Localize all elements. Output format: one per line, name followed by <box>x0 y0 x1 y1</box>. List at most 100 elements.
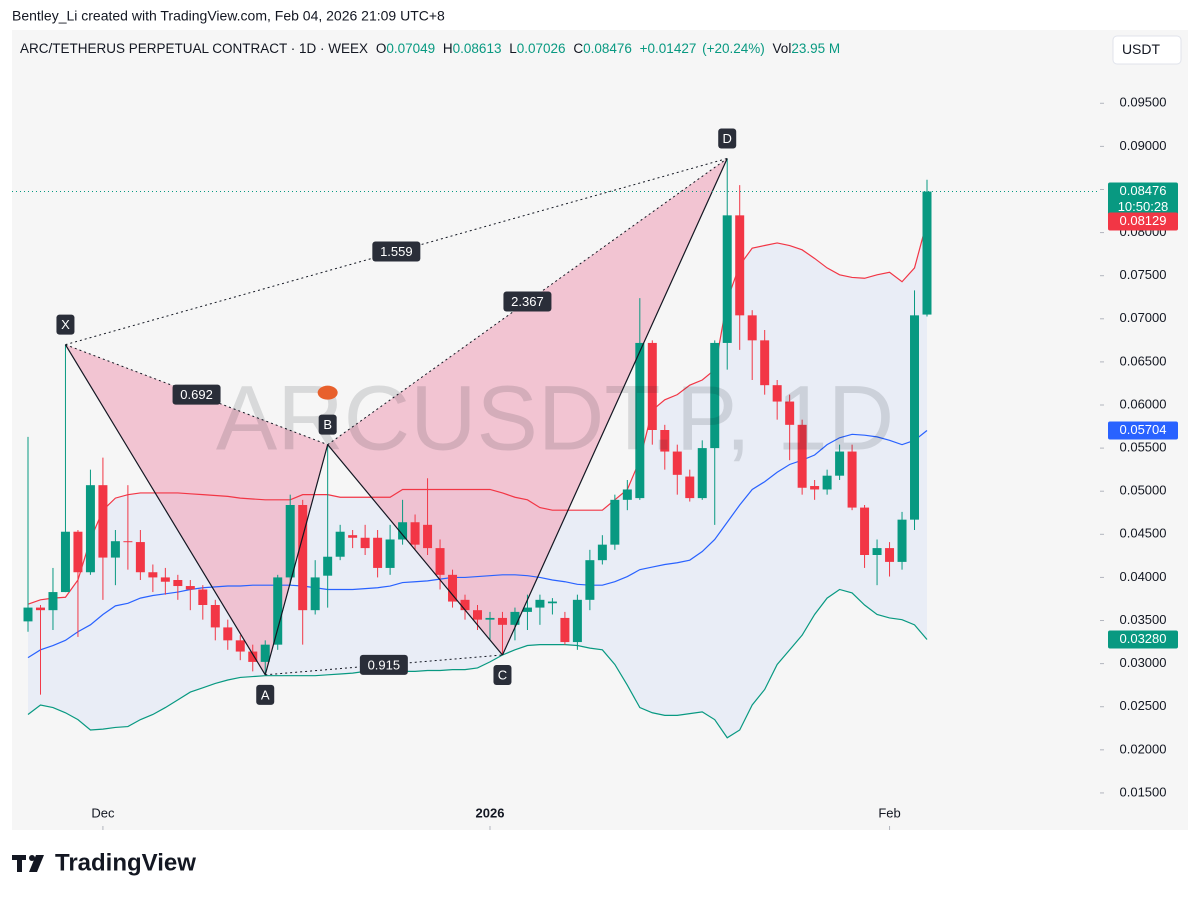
pattern-leg <box>64 344 266 676</box>
symbol-title: ARC/TETHERUS PERPETUAL CONTRACT · 1D · W… <box>20 41 368 56</box>
candle-body <box>785 401 795 425</box>
band-value-box <box>1108 630 1178 649</box>
y-tick-label: 0.04000 <box>1120 569 1167 584</box>
volume-value: 23.95 M <box>791 41 840 56</box>
y-tick-label: 0.02000 <box>1120 741 1167 756</box>
band-line <box>27 588 928 739</box>
currency-button[interactable] <box>1112 35 1182 65</box>
point-box <box>718 128 737 149</box>
pattern-icon <box>317 385 338 400</box>
y-tick-label: 0.09500 <box>1120 95 1167 110</box>
y-tick-label: 0.05500 <box>1120 440 1167 455</box>
watermark: ARCUSDT.P, 1D <box>216 367 894 469</box>
x-tick-label: Feb <box>878 805 900 820</box>
logo-part <box>17 855 22 872</box>
low-value: 0.07026 <box>517 41 566 56</box>
y-tick-label: 0.05000 <box>1120 483 1167 498</box>
open-value: 0.07049 <box>386 41 435 56</box>
candle-body <box>872 548 882 555</box>
ratio-label: 1.559 <box>380 244 413 259</box>
band-value-box <box>1108 421 1178 440</box>
high-label: H <box>443 41 453 56</box>
candle-body <box>585 560 595 600</box>
change-value: +0.01427 <box>640 41 697 56</box>
candle-body <box>797 424 807 488</box>
currency-label[interactable]: USDT <box>1122 41 1161 57</box>
ratio-label: 2.367 <box>511 294 544 309</box>
candle-body <box>822 475 832 490</box>
candle-body <box>310 577 320 611</box>
candle-body <box>110 541 120 558</box>
candle-body <box>373 537 383 568</box>
candle-body <box>847 451 857 508</box>
candle-body <box>560 617 570 643</box>
point-box <box>493 665 512 685</box>
candle-body <box>572 599 582 643</box>
candle-body <box>722 215 732 343</box>
band-value-box <box>1108 212 1178 231</box>
candle-body <box>497 617 507 625</box>
band-value-label: 0.05704 <box>1120 422 1167 437</box>
candle-body <box>48 592 58 611</box>
candle-body <box>910 315 920 520</box>
symbol-header: ARC/TETHERUS PERPETUAL CONTRACT · 1D · W… <box>20 41 840 56</box>
candle-body <box>535 599 545 608</box>
candle-body <box>747 315 757 341</box>
pattern-leg <box>327 444 503 656</box>
candle-body <box>323 556 333 576</box>
candle-body <box>672 451 682 475</box>
candle-body <box>210 605 220 628</box>
candle-body <box>610 499 620 545</box>
candle-body <box>148 572 158 578</box>
candle-body <box>298 505 308 611</box>
candle-body <box>60 531 70 593</box>
candle-body <box>860 507 870 555</box>
pattern-leg <box>264 444 329 675</box>
candle-body <box>98 485 108 558</box>
candle-body <box>735 215 745 316</box>
candle-body <box>635 342 645 499</box>
x-tick-label: Dec <box>91 805 115 820</box>
candle-body <box>423 524 433 549</box>
candle-body <box>248 651 258 662</box>
point-label: A <box>261 687 270 702</box>
candle-body <box>547 601 557 604</box>
candle-body <box>398 522 408 540</box>
candle-body <box>73 531 83 573</box>
point-box <box>256 684 275 705</box>
candle-body <box>23 607 33 622</box>
candle-body <box>35 607 45 611</box>
candle-body <box>622 489 632 500</box>
ratio-box <box>503 291 552 312</box>
candle-body <box>410 522 420 545</box>
candle-body <box>810 486 820 490</box>
candle-body <box>485 617 495 620</box>
candle-body <box>522 607 532 612</box>
candle-body <box>460 599 470 611</box>
candle-body <box>260 644 270 662</box>
candle-body <box>185 586 195 590</box>
y-tick-label: 0.06500 <box>1120 353 1167 368</box>
countdown-label: 10:50:28 <box>1118 199 1169 214</box>
price-label: 0.08476 <box>1120 183 1167 198</box>
brand-logo <box>12 855 44 872</box>
high-value: 0.08613 <box>453 41 502 56</box>
candle-body <box>597 544 607 561</box>
candle-body <box>360 537 370 549</box>
candle-body <box>85 485 95 573</box>
y-tick-label: 0.04500 <box>1120 526 1167 541</box>
ratio-label: 0.915 <box>368 657 401 672</box>
logo-part <box>29 855 44 872</box>
y-tick-label: 0.03500 <box>1120 612 1167 627</box>
candle-body <box>385 539 395 568</box>
candle-body <box>685 476 695 499</box>
candle-body <box>135 542 145 573</box>
candle-body <box>448 574 458 602</box>
y-tick-label: 0.01500 <box>1120 784 1167 799</box>
candle-body <box>235 640 245 652</box>
candle-body <box>173 580 183 587</box>
point-label: C <box>498 667 507 682</box>
volume-label: Vol <box>773 41 792 56</box>
candle-body <box>348 535 358 538</box>
